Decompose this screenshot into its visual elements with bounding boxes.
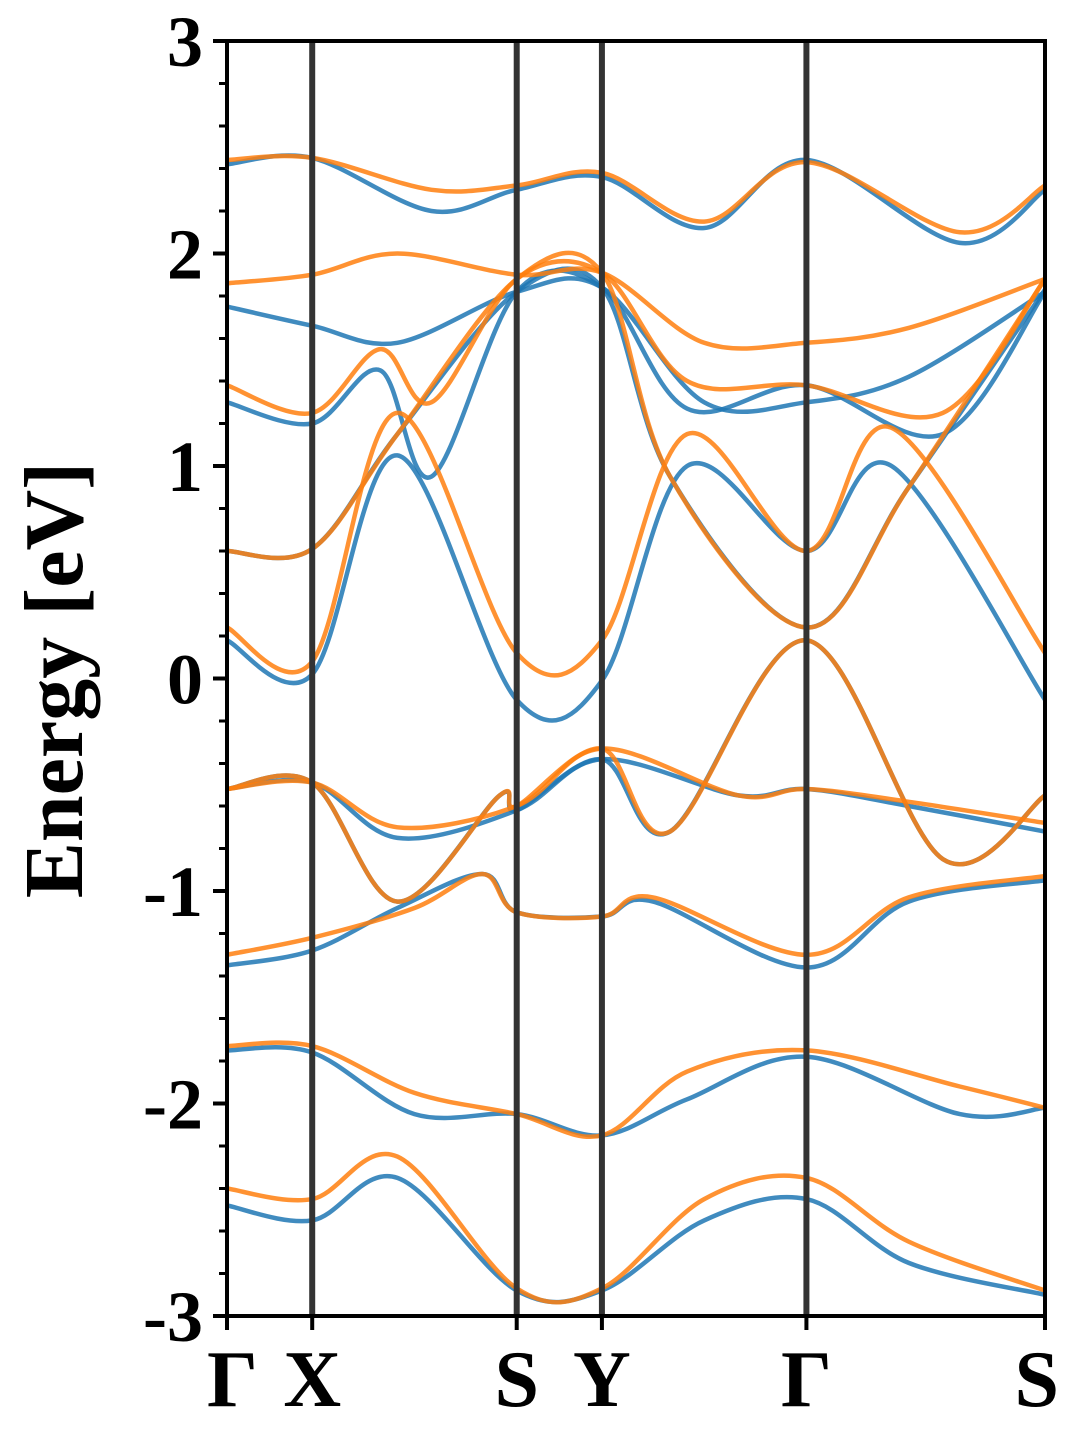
x-tick-label: Y xyxy=(573,1336,631,1424)
series-2 xyxy=(227,153,1045,1305)
x-tick-label: S xyxy=(1015,1336,1060,1424)
band-line-2-3 xyxy=(227,259,1045,420)
y-tick-label: -2 xyxy=(143,1065,203,1145)
y-tick-label: 3 xyxy=(167,2,203,82)
band-line-1-6 xyxy=(227,757,1045,841)
band-line-1-7 xyxy=(227,638,1045,904)
y-tick-label: -3 xyxy=(143,1277,203,1357)
band-line-2-10 xyxy=(227,1151,1045,1305)
x-tick-label: Γ xyxy=(207,1336,258,1424)
x-tick-label: S xyxy=(494,1336,539,1424)
y-tick-label: 2 xyxy=(167,215,203,295)
band-line-2-6 xyxy=(227,746,1045,831)
series-1 xyxy=(227,153,1045,1305)
band-line-2-1 xyxy=(227,410,1045,678)
y-axis: -3 -2 -1 0 1 2 3 xyxy=(143,2,227,1357)
band-line-2-4 xyxy=(227,251,1045,351)
band-line-1-10 xyxy=(227,1173,1045,1305)
band-line-2-9 xyxy=(227,1040,1045,1139)
x-tick-label: Γ xyxy=(781,1336,832,1424)
band-line-1-8 xyxy=(227,871,1045,970)
y-tick-label: 0 xyxy=(167,640,203,720)
band-line-2-7 xyxy=(227,638,1045,904)
band-line-2-5 xyxy=(227,153,1045,235)
kpath-vertical-lines xyxy=(309,41,810,1316)
y-tick-label: 1 xyxy=(167,427,203,507)
band-line-1-1 xyxy=(227,453,1045,723)
band-line-2-2 xyxy=(227,250,1045,630)
band-line-2-8 xyxy=(227,871,1045,958)
y-tick-label: -1 xyxy=(143,852,203,932)
bands-layer xyxy=(227,153,1045,1305)
y-axis-label: Energy [eV] xyxy=(8,462,101,898)
x-tick-label: X xyxy=(283,1336,341,1424)
band-line-1-5 xyxy=(227,153,1045,246)
